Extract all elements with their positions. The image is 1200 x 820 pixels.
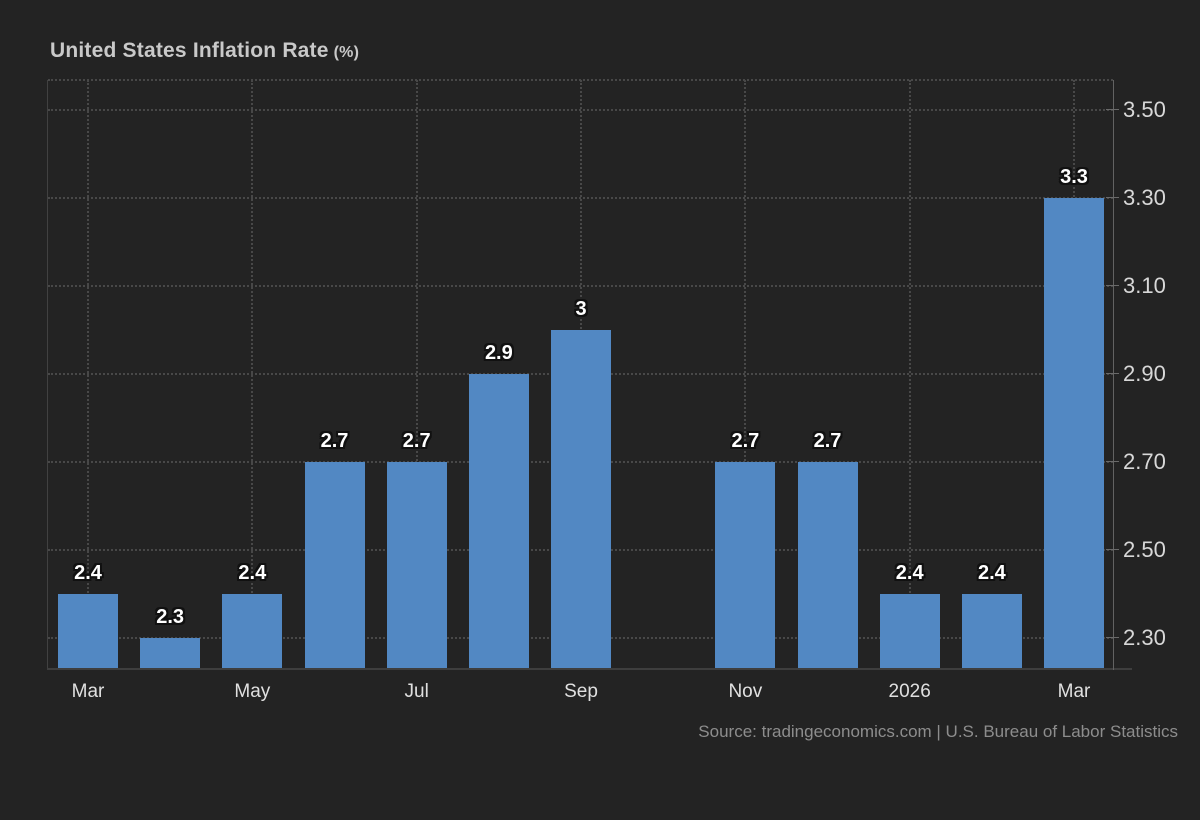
y-axis-label: 3.10 bbox=[1123, 272, 1166, 298]
y-axis-tick bbox=[1106, 461, 1119, 463]
y-axis-label: 2.50 bbox=[1123, 536, 1166, 562]
gridline-vertical bbox=[251, 80, 254, 669]
bar-jul[interactable] bbox=[386, 461, 447, 669]
bar-value-label: 2.4 bbox=[238, 561, 267, 584]
y-axis-label: 2.30 bbox=[1123, 624, 1166, 650]
x-axis-label: Mar bbox=[71, 681, 105, 702]
bar-value-label: 2.4 bbox=[895, 561, 924, 584]
bar-value-label: 2.3 bbox=[156, 605, 185, 628]
bar-apr[interactable] bbox=[140, 637, 201, 669]
bar-mar[interactable] bbox=[58, 593, 118, 669]
chart-title-text: United States Inflation Rate bbox=[50, 39, 329, 62]
y-axis-label: 2.90 bbox=[1123, 360, 1166, 386]
x-axis-line bbox=[47, 668, 1132, 670]
plot-left-border bbox=[47, 80, 48, 669]
bar-dec[interactable] bbox=[797, 461, 858, 669]
y-axis-line bbox=[1113, 80, 1114, 670]
bar-value-label: 3 bbox=[575, 297, 587, 320]
y-axis-tick bbox=[1106, 637, 1119, 639]
source-attribution: Source: tradingeconomics.com | U.S. Bure… bbox=[698, 722, 1178, 741]
y-axis-label: 2.70 bbox=[1123, 448, 1166, 474]
gridline-vertical bbox=[744, 80, 747, 669]
bar-value-label: 2.7 bbox=[731, 429, 760, 452]
bar-value-label: 2.4 bbox=[74, 561, 102, 584]
y-axis-label: 3.30 bbox=[1123, 184, 1166, 210]
bar-value-label: 2.4 bbox=[977, 561, 1006, 584]
gridline-vertical bbox=[908, 80, 911, 669]
bar-aug[interactable] bbox=[468, 373, 529, 669]
bar-value-label: 2.7 bbox=[320, 429, 349, 452]
y-axis-label: 3.50 bbox=[1123, 96, 1166, 122]
bar-2026[interactable] bbox=[879, 593, 940, 669]
bar-value-label: 2.9 bbox=[484, 341, 513, 364]
x-axis-label: Nov bbox=[728, 681, 763, 702]
bar-value-label: 2.7 bbox=[402, 429, 431, 452]
bar-mar[interactable] bbox=[1044, 197, 1105, 669]
bar-nov[interactable] bbox=[715, 461, 776, 669]
y-axis-tick bbox=[1106, 197, 1119, 199]
chart-title-unit: (%) bbox=[333, 44, 360, 61]
bar-jun[interactable] bbox=[304, 461, 365, 669]
x-axis-label: Mar bbox=[1057, 681, 1091, 702]
x-axis-label: Jul bbox=[404, 681, 429, 702]
bar-value-label: 3.3 bbox=[1060, 165, 1088, 188]
bar-feb[interactable] bbox=[961, 593, 1022, 669]
x-axis-label: Sep bbox=[564, 681, 598, 702]
chart-title: United States Inflation Rate (%) bbox=[50, 39, 359, 63]
x-axis-label: May bbox=[234, 681, 271, 702]
gridline-vertical bbox=[87, 80, 89, 669]
y-axis-tick bbox=[1106, 285, 1119, 287]
y-axis-tick bbox=[1106, 373, 1119, 375]
bar-may[interactable] bbox=[222, 593, 283, 669]
y-axis-tick bbox=[1106, 549, 1119, 551]
bar-sep[interactable] bbox=[551, 329, 612, 669]
x-axis-label: 2026 bbox=[888, 681, 931, 702]
gridline-vertical bbox=[415, 80, 418, 669]
y-axis-tick bbox=[1106, 109, 1119, 111]
bar-value-label: 2.7 bbox=[813, 429, 842, 452]
